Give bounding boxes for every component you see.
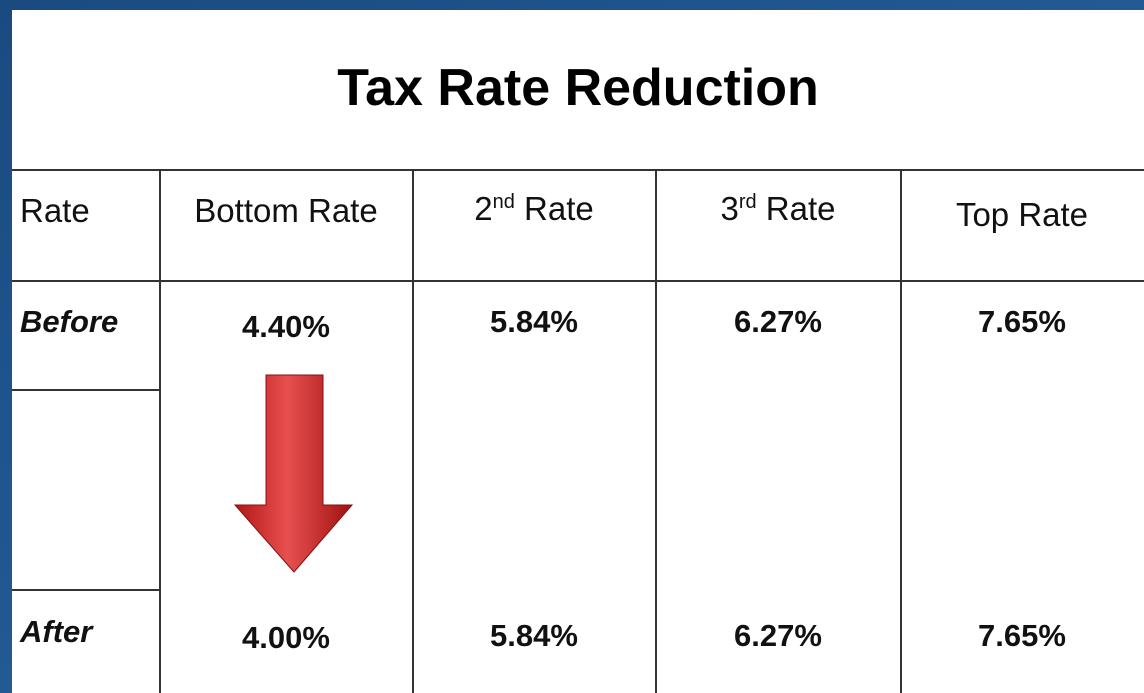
rate-value: 6.27% (734, 618, 822, 653)
header-text: Bottom Rate (194, 192, 377, 229)
header-sup: rd (739, 191, 757, 213)
header-text: 2 (474, 190, 492, 227)
table-lines (12, 169, 1144, 693)
header-cell: Rate (20, 192, 90, 229)
row-label: Before (20, 304, 118, 339)
header-text: Top Rate (956, 196, 1088, 233)
down-arrow (233, 374, 354, 573)
header-cell: 2nd Rate (474, 190, 593, 227)
rate-value: 7.65% (978, 304, 1066, 339)
header-tail: Rate (757, 190, 836, 227)
header-text: 3 (720, 190, 738, 227)
header-cell: 3rd Rate (720, 190, 835, 227)
rate-value: 7.65% (978, 618, 1066, 653)
header-tail: Rate (515, 190, 594, 227)
rate-value: 4.00% (242, 620, 330, 655)
header-text: Rate (20, 192, 90, 229)
cells: Rate Bottom Rate 2nd Rate 3rd Rate Top RateB… (19, 190, 1088, 655)
title: Tax Rate Reduction (337, 59, 819, 117)
rate-value: 6.27% (734, 304, 822, 339)
header-cell: Top Rate (956, 196, 1088, 233)
header-sup: nd (493, 191, 515, 213)
rate-value: 4.40% (242, 309, 330, 344)
header-cell: Bottom Rate (194, 192, 377, 229)
rate-value: 5.84% (490, 618, 578, 653)
rate-value: 5.84% (490, 304, 578, 339)
row-label: After (19, 614, 94, 649)
panel (12, 10, 1144, 693)
